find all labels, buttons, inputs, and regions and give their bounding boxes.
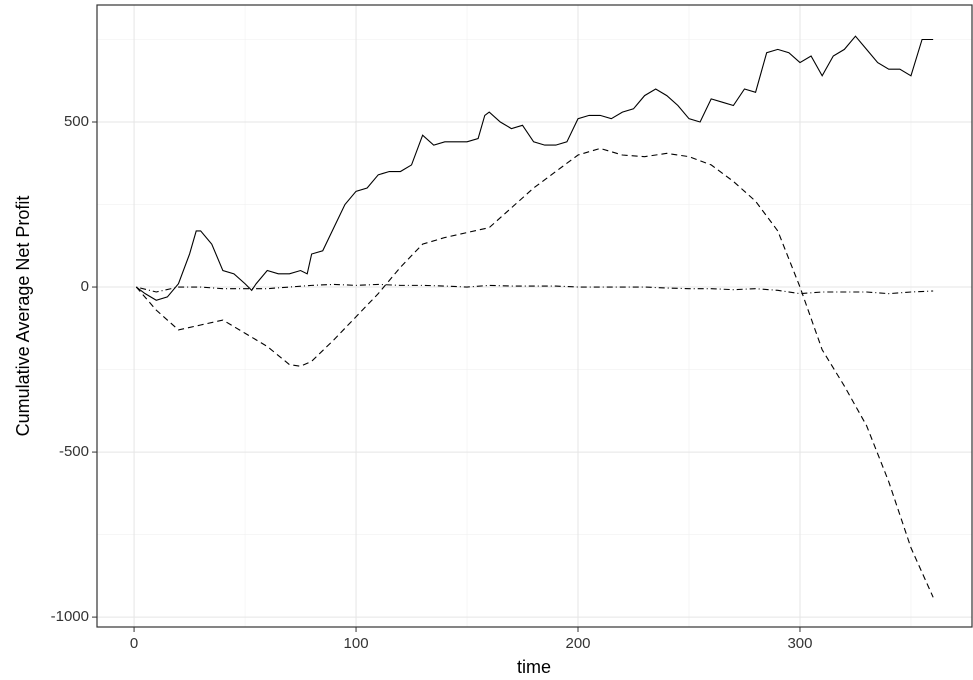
y-tick-label: -500 <box>59 443 89 460</box>
y-tick-label: -1000 <box>51 608 89 625</box>
y-axis-title: Cumulative Average Net Profit <box>13 196 33 437</box>
line <box>136 283 934 295</box>
line <box>135 35 934 301</box>
y-tick-label: 500 <box>64 113 89 130</box>
x-tick-label: 300 <box>787 635 812 652</box>
x-tick-label: 0 <box>130 635 138 652</box>
y-tick-label: 0 <box>81 278 89 295</box>
x-tick-label: 200 <box>565 635 590 652</box>
x-axis-title: time <box>517 657 551 677</box>
x-tick-label: 100 <box>344 635 369 652</box>
line <box>135 147 934 598</box>
plot-border <box>96 4 973 628</box>
